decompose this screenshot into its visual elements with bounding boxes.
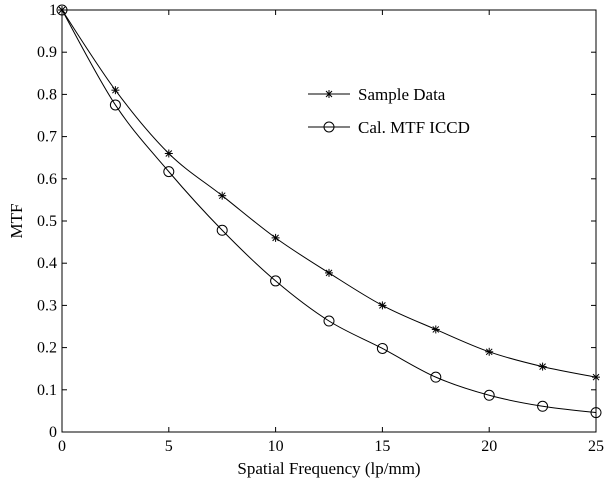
x-tick-label: 25 — [588, 438, 604, 455]
circle-marker — [537, 400, 549, 412]
y-tick-label: 0 — [49, 424, 57, 441]
asterisk-marker — [592, 373, 600, 382]
y-tick-label: 0.6 — [37, 171, 57, 188]
y-tick-label: 0.5 — [37, 213, 57, 230]
circle-marker — [163, 166, 175, 178]
series-1 — [58, 6, 600, 382]
x-axis-label: Spatial Frequency (lp/mm) — [237, 459, 420, 478]
legend: Sample Data Cal. MTF ICCD — [308, 85, 470, 137]
asterisk-marker — [164, 149, 173, 158]
circle-marker — [590, 407, 602, 419]
circle-marker — [56, 4, 68, 16]
series-2 — [56, 4, 602, 419]
legend-item: Sample Data — [308, 85, 446, 104]
y-tick-label: 1 — [49, 2, 57, 19]
y-tick-label: 0.7 — [37, 129, 57, 146]
asterisk-marker — [485, 347, 494, 356]
axis-ticks — [61, 9, 597, 433]
x-tick-label: 20 — [481, 438, 497, 455]
y-tick-label: 0.3 — [37, 297, 57, 314]
series-layer — [56, 4, 602, 419]
y-tick-label: 0.2 — [37, 340, 57, 357]
x-tick-label: 10 — [268, 438, 284, 455]
axis-tick-labels: 0 5 10 15 20 25 0 0.1 0.2 0.3 0.4 0.5 0.6 0.7 0.8 0.9 1 — [37, 2, 604, 455]
circle-marker — [323, 315, 335, 327]
asterisk-marker — [325, 268, 333, 277]
plot-area — [61, 9, 597, 433]
asterisk-marker — [378, 301, 387, 310]
circle-marker — [483, 389, 495, 401]
asterisk-marker — [111, 86, 120, 95]
asterisk-marker — [538, 362, 547, 371]
legend-label: Sample Data — [358, 85, 446, 104]
asterisk-marker — [431, 325, 440, 334]
legend-label: Cal. MTF ICCD — [358, 118, 470, 137]
x-tick-label: 15 — [374, 438, 390, 455]
asterisk-marker — [271, 233, 280, 242]
circle-marker — [270, 275, 282, 287]
asterisk-marker — [218, 191, 227, 200]
asterisk-marker — [325, 90, 333, 98]
y-tick-label: 0.4 — [37, 255, 57, 272]
y-tick-label: 0.9 — [37, 44, 57, 61]
circle-marker — [430, 371, 442, 383]
circle-marker — [323, 121, 335, 133]
series-line — [61, 9, 597, 414]
y-axis-label: MTF — [7, 204, 26, 239]
circle-marker — [376, 342, 388, 354]
y-tick-label: 0.1 — [37, 382, 57, 399]
circle-marker — [216, 224, 228, 236]
circle-marker — [109, 99, 121, 111]
legend-item: Cal. MTF ICCD — [308, 118, 470, 137]
x-tick-label: 5 — [165, 438, 173, 455]
y-tick-label: 0.8 — [37, 86, 57, 103]
series-line — [61, 9, 597, 378]
x-tick-label: 0 — [58, 438, 66, 455]
